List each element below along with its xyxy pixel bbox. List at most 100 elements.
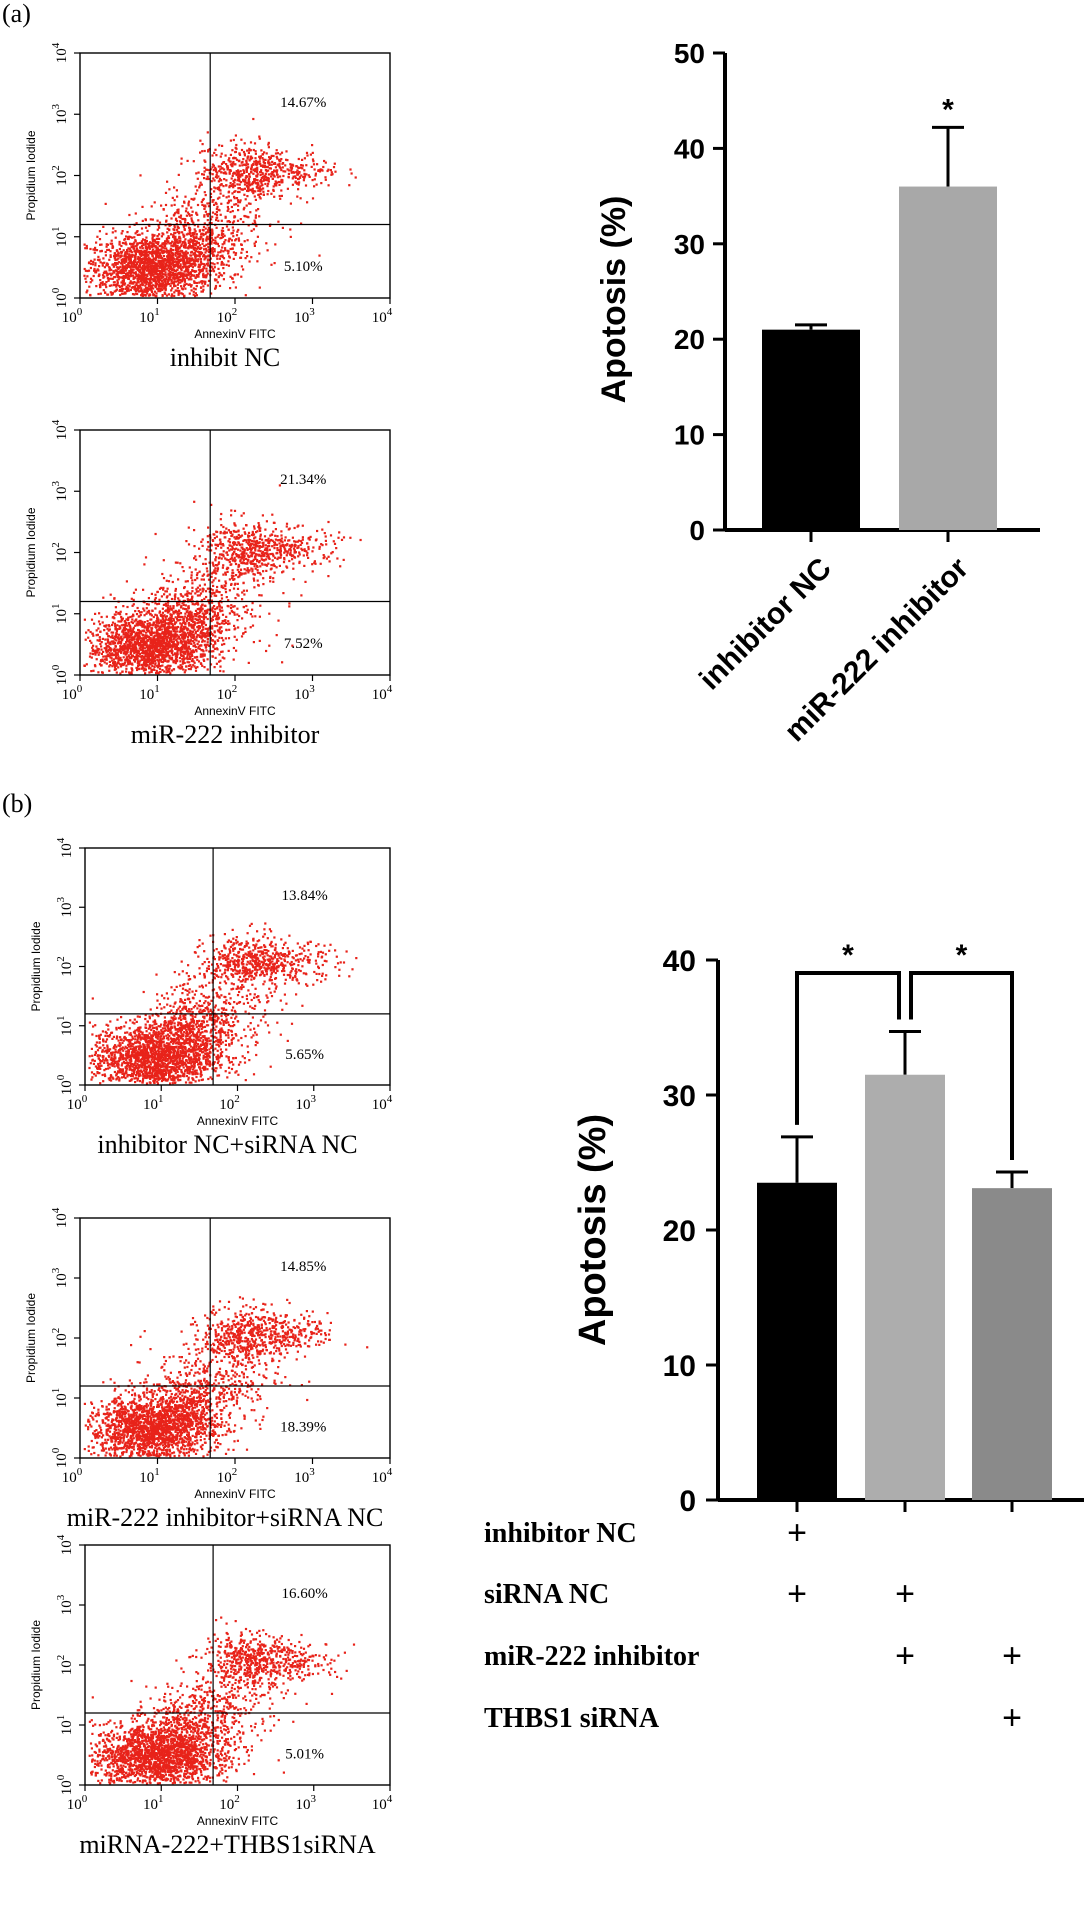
flow-ylabel: Propidium Iodide <box>24 1293 38 1383</box>
flow-ylabel: Propidium Iodide <box>29 921 43 1011</box>
y-tick-label: 100 <box>50 664 70 685</box>
flow-xlabel: AnnexinV FITC <box>194 1487 276 1501</box>
panel-label-a: (a) <box>2 0 31 28</box>
flow-lower-right-percent: 5.65% <box>285 1047 324 1063</box>
flow-caption: miRNA-222+THBS1siRNA <box>79 1830 376 1859</box>
y-axis-label: Apotosis (%) <box>572 1114 614 1346</box>
y-tick-label: 20 <box>674 324 705 355</box>
y-tick-label: 0 <box>689 515 705 546</box>
x-tick-label: 101 <box>143 1793 164 1813</box>
significance-bracket <box>909 971 1014 1160</box>
bar <box>899 186 997 530</box>
flow-ylabel: Propidium Iodide <box>29 1620 43 1710</box>
x-tick-label: 104 <box>372 1093 393 1113</box>
flow-dots <box>83 117 357 298</box>
condition-plus: + <box>1002 1699 1022 1737</box>
y-tick-label: 102 <box>50 165 70 186</box>
x-tick-label: 103 <box>294 683 315 703</box>
flow-ylabel: Propidium Iodide <box>24 507 38 597</box>
y-tick-label: 103 <box>55 897 75 918</box>
flow-ylabel: Propidium Iodide <box>24 130 38 220</box>
flow-upper-right-percent: 14.67% <box>280 95 326 111</box>
y-tick-label: 103 <box>55 1594 75 1615</box>
y-tick-label: 104 <box>50 1207 70 1228</box>
x-tick-label: 102 <box>219 1793 240 1813</box>
condition-plus: + <box>895 1575 915 1613</box>
flow-lower-right-percent: 18.39% <box>280 1420 326 1436</box>
bar <box>757 1182 837 1500</box>
y-tick-label: 102 <box>50 1328 70 1349</box>
significance-star: * <box>942 93 954 126</box>
x-tick-label: 101 <box>139 1466 160 1486</box>
bar <box>762 329 860 530</box>
flow-upper-right-percent: 21.34% <box>280 472 326 488</box>
x-tick-label: 102 <box>217 1466 238 1486</box>
y-tick-label: 40 <box>663 945 696 978</box>
condition-plus: + <box>787 1575 807 1613</box>
y-tick-label: 100 <box>50 1447 70 1468</box>
flow-dots <box>88 922 358 1085</box>
y-tick-label: 101 <box>50 1388 70 1409</box>
y-tick-label: 104 <box>50 42 70 63</box>
condition-plus: + <box>1002 1637 1022 1675</box>
y-tick-label: 103 <box>50 1267 70 1288</box>
y-tick-label: 100 <box>55 1774 75 1795</box>
y-axis-label: Apotosis (%) <box>595 196 633 404</box>
significance-star: * <box>842 939 854 972</box>
significance-bracket <box>795 971 901 1125</box>
flow-xlabel: AnnexinV FITC <box>194 327 276 341</box>
condition-plus: + <box>787 1514 807 1552</box>
x-tick-label: 102 <box>219 1093 240 1113</box>
y-tick-label: 103 <box>50 481 70 502</box>
x-tick-label: 103 <box>296 1093 317 1113</box>
y-tick-label: 101 <box>55 1715 75 1736</box>
bar-chart-b: 0 10 20 30 40 Apotosis (%) * * inhibitor NC + siRN… <box>484 939 1084 1737</box>
y-tick-label: 104 <box>50 419 70 440</box>
significance-star: * <box>956 939 968 972</box>
y-tick-label: 10 <box>674 420 705 451</box>
panel-label-b: (b) <box>2 789 32 818</box>
flow-caption: inhibitor NC+siRNA NC <box>97 1130 357 1159</box>
flow-caption: miR-222 inhibitor <box>131 720 320 749</box>
y-tick-label: 102 <box>50 542 70 563</box>
condition-label: THBS1 siRNA <box>484 1703 660 1734</box>
flow-caption: inhibit NC <box>170 343 281 372</box>
flow-lower-right-percent: 5.10% <box>284 259 323 275</box>
condition-plus: + <box>895 1637 915 1675</box>
y-tick-label: 102 <box>55 1655 75 1676</box>
y-tick-label: 20 <box>663 1215 696 1248</box>
y-tick-label: 0 <box>679 1485 696 1518</box>
flow-xlabel: AnnexinV FITC <box>194 704 276 718</box>
x-tick-label: 101 <box>139 306 160 326</box>
y-tick-label: 30 <box>674 229 705 260</box>
x-tick-label: 104 <box>372 1793 393 1813</box>
flow-xlabel: AnnexinV FITC <box>197 1114 279 1128</box>
x-tick-label: 101 <box>143 1093 164 1113</box>
flow-dots <box>88 1616 356 1785</box>
x-tick-label: 101 <box>139 683 160 703</box>
y-tick-label: 101 <box>55 1016 75 1037</box>
condition-label: miR-222 inhibitor <box>484 1641 699 1672</box>
flow-lower-right-percent: 5.01% <box>285 1747 324 1763</box>
y-tick-label: 101 <box>50 604 70 625</box>
flow-upper-right-percent: 13.84% <box>281 888 327 904</box>
y-tick-label: 101 <box>50 227 70 248</box>
y-tick-label: 40 <box>674 133 705 164</box>
x-tick-label: 102 <box>217 306 238 326</box>
x-tick-label: 102 <box>217 683 238 703</box>
y-tick-label: 10 <box>663 1350 696 1383</box>
y-tick-label: 50 <box>674 38 705 69</box>
x-tick-label: 103 <box>294 1466 315 1486</box>
x-tick-label: inhibitor NC <box>693 552 838 697</box>
y-tick-label: 104 <box>55 837 75 858</box>
y-tick-label: 100 <box>55 1074 75 1095</box>
flow-lower-right-percent: 7.52% <box>284 636 323 652</box>
flow-cytometry-plots: 100 100 101 101 102 102 103 103 104 104 AnnexinV F… <box>24 42 393 1859</box>
